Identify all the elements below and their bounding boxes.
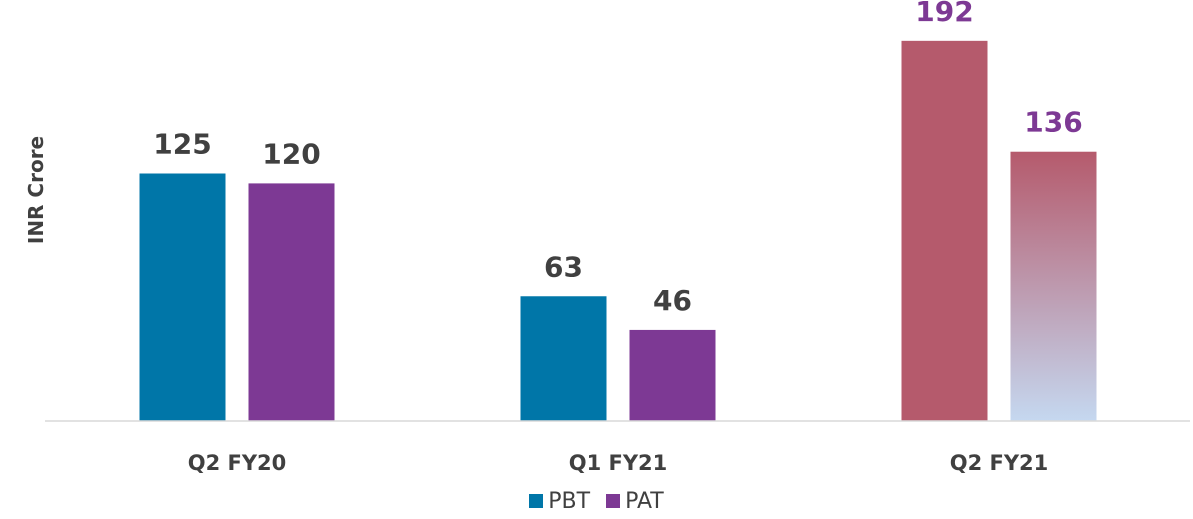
data-label-pbt-q1-fy21: 63 (544, 250, 583, 283)
legend-item-pbt: PBT (529, 489, 590, 514)
x-tick-label-q2-fy20: Q2 FY20 (188, 451, 287, 475)
data-label-pat-q1-fy21: 46 (653, 284, 692, 317)
bar-pbt-q2-fy20 (139, 173, 226, 421)
bar-pat-q2-fy21 (1010, 151, 1097, 421)
bar-pat-q1-fy21 (629, 329, 716, 421)
y-axis-label: INR Crore (24, 136, 48, 244)
legend: PBT PAT (0, 486, 1193, 516)
bar-pbt-q2-fy21 (901, 40, 988, 422)
data-label-pat-q2-fy21: 136 (1024, 106, 1082, 139)
data-label-pat-q2-fy20: 120 (262, 137, 320, 170)
bar-pat-q2-fy20 (248, 183, 335, 421)
x-tick-label-q2-fy21: Q2 FY21 (950, 451, 1049, 475)
legend-label-pat: PAT (625, 488, 664, 514)
x-tick-label-q1-fy21: Q1 FY21 (569, 451, 668, 475)
legend-swatch-pbt (529, 494, 544, 508)
legend-label-pbt: PBT (548, 488, 591, 514)
bar-pbt-q1-fy21 (520, 296, 607, 421)
bar-chart: INR Crore 125 120 63 46 192 136 Q2 FY20 Q1 FY2… (24, 0, 1190, 475)
data-label-pbt-q2-fy21: 192 (915, 0, 973, 28)
data-label-pbt-q2-fy20: 125 (153, 128, 211, 161)
legend-swatch-pat (606, 494, 621, 508)
legend-item-pat: PAT (606, 489, 664, 514)
